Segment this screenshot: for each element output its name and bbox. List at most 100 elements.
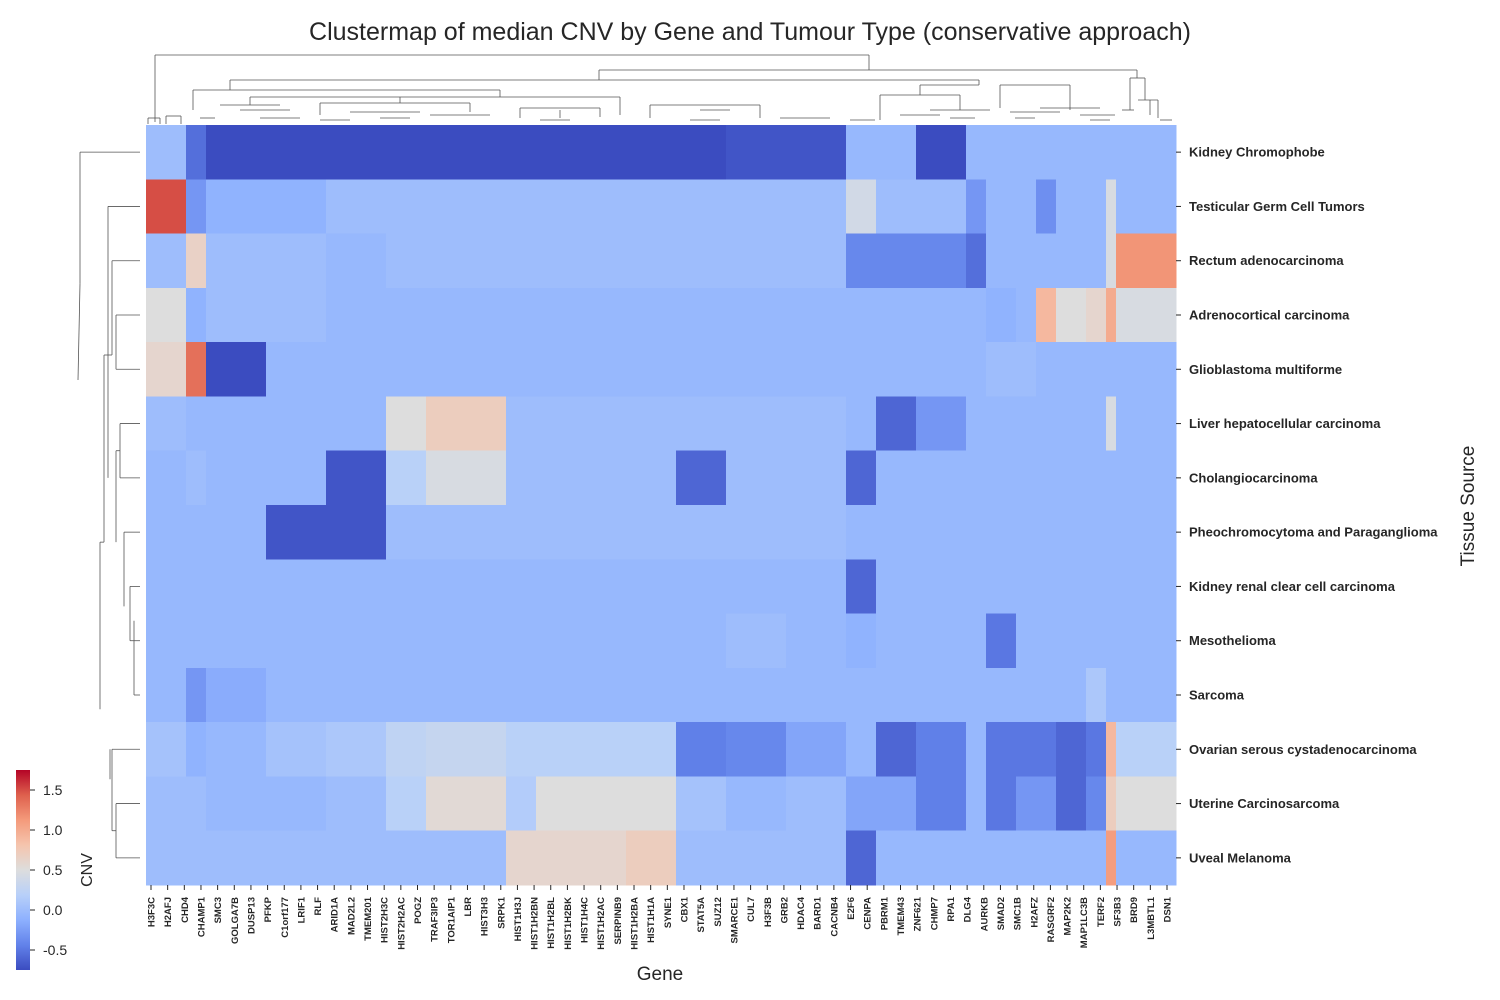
heatmap-cell [386,505,427,560]
row-label: Kidney renal clear cell carcinoma [1189,579,1396,594]
heatmap-cell [916,830,967,886]
heatmap-cell [676,613,727,669]
row-dendrogram [77,151,140,859]
heatmap-cell [266,450,327,506]
heatmap-cell [426,830,507,886]
column-label: HIST1H2AC [596,897,607,950]
heatmap-cell [536,559,627,615]
heatmap-cell [386,613,427,669]
heatmap-cell [1106,287,1117,343]
column-label: TMEM43 [896,897,907,936]
column-label: LBR [463,897,474,917]
column-label: SMARCE1 [729,896,740,943]
heatmap-cell [266,722,327,778]
heatmap-cell [1106,613,1117,669]
heatmap-cell [1116,125,1177,180]
heatmap-cell [1036,450,1057,506]
heatmap-cell [1056,233,1087,289]
heatmap-cell [426,342,507,398]
column-label: GOLGA7B [230,897,241,944]
heatmap-cell [1056,125,1087,180]
heatmap-cell [1116,830,1177,886]
heatmap-cell [1016,450,1037,506]
heatmap-cell [1086,559,1107,615]
column-label: HIST1H2BN [530,897,541,950]
heatmap-cell [876,179,917,235]
column-label: DLG4 [963,896,974,922]
heatmap-cell [786,722,847,778]
heatmap-cell [266,505,327,560]
heatmap-cell [536,505,627,560]
column-label: RASGRF2 [1046,897,1057,942]
heatmap-cell [1116,179,1177,235]
heatmap-cell [506,396,537,452]
heatmap-cell [1106,830,1117,886]
heatmap-cell [206,287,267,343]
heatmap-cell [846,667,877,723]
column-label: HIST1H4C [580,897,591,943]
heatmap-cell [676,342,727,398]
heatmap-cell [1086,450,1107,506]
heatmap-cell [916,396,967,452]
heatmap-cell [626,450,677,506]
heatmap-cell [1106,179,1117,235]
heatmap-cell [1086,342,1107,398]
heatmap-cell [1056,450,1087,506]
heatmap-cell [386,830,427,886]
heatmap-cell [386,179,427,235]
column-label: PFKP [263,896,274,922]
heatmap-cell [916,233,967,289]
heatmap-cell [506,125,537,180]
heatmap-cell [266,233,327,289]
heatmap-cell [426,722,507,778]
heatmap-cell [726,179,787,235]
column-label: MAP2K2 [1063,897,1074,936]
heatmap-cell [1016,830,1037,886]
column-label: SMC3 [213,897,224,923]
heatmap-cell [426,287,507,343]
heatmap-cell [916,667,967,723]
heatmap-cell [186,233,207,289]
heatmap-cell [1086,233,1107,289]
heatmap-cell [1016,776,1037,832]
heatmap-cell [726,125,787,180]
heatmap-cell [536,342,627,398]
heatmap-cell [536,396,627,452]
heatmap-cell [506,559,537,615]
heatmap-cell [1016,233,1037,289]
heatmap-cell [506,613,537,669]
heatmap-cell [1086,125,1107,180]
column-labels: H3F3C H2AFJ CHD4 CHAMP1 SMC3 GOLGA7B DUSP13 PFK… [147,885,1174,950]
heatmap-cell [626,667,677,723]
column-label: CHD4 [180,896,191,923]
heatmap-cell [676,287,727,343]
heatmap-cell [506,179,537,235]
heatmap-cell [1106,776,1117,832]
heatmap-cell [386,396,427,452]
heatmap-cell [726,505,787,560]
heatmap-cell [186,396,207,452]
heatmap-cell [506,722,537,778]
heatmap-cell [676,667,727,723]
heatmap-cell [726,667,787,723]
column-label: SRPK1 [496,896,507,928]
heatmap-cell [146,125,187,180]
heatmap-cell [916,342,967,398]
column-label: MAP1LC3B [1079,897,1090,948]
heatmap-cell [536,613,627,669]
heatmap-cell [916,125,967,180]
heatmap-cell [1016,396,1037,452]
heatmap-cell [1016,667,1037,723]
heatmap-cell [1056,179,1087,235]
heatmap-cell [986,667,1017,723]
row-label: Uveal Melanoma [1189,850,1292,865]
heatmap-cell [1116,396,1177,452]
heatmap-cell [626,776,677,832]
heatmap-cell [146,776,187,832]
heatmap-cell [786,396,847,452]
dendrogram-branch [77,283,81,381]
column-label: STAT5A [696,897,707,933]
heatmap-cell [1036,722,1057,778]
heatmap-cell [986,559,1017,615]
heatmap-cell [1016,287,1037,343]
